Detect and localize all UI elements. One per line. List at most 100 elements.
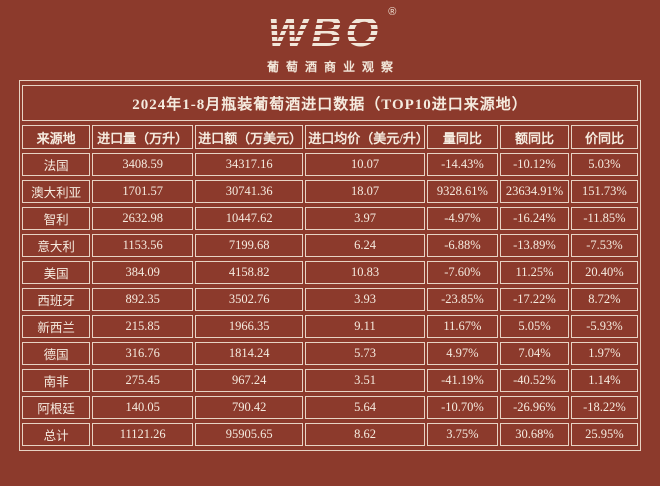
table-row: 德国 316.76 1814.24 5.73 4.97% 7.04% 1.97% <box>22 342 638 365</box>
data-cell: 10447.62 <box>195 207 304 230</box>
table-row: 新西兰 215.85 1966.35 9.11 11.67% 5.05% -5.93% <box>22 315 638 338</box>
row-label-cell: 西班牙 <box>22 288 91 311</box>
data-cell: -18.22% <box>570 396 638 419</box>
data-cell: 10.07 <box>305 153 425 176</box>
data-cell: 8.72% <box>570 288 638 311</box>
data-cell: 20.40% <box>570 261 638 284</box>
table-row: 总计 11121.26 95905.65 8.62 3.75% 30.68% 25.95% <box>22 423 638 446</box>
data-cell: 384.09 <box>92 261 194 284</box>
row-label-cell: 澳大利亚 <box>22 180 91 203</box>
data-cell: 790.42 <box>195 396 304 419</box>
data-cell: 3.75% <box>426 423 499 446</box>
registered-trademark-icon: ® <box>388 6 397 18</box>
table-row: 智利 2632.98 10447.62 3.97 -4.97% -16.24% -11.85… <box>22 207 638 230</box>
data-cell: 34317.16 <box>195 153 304 176</box>
data-cell: 11.67% <box>426 315 499 338</box>
data-cell: 11121.26 <box>92 423 194 446</box>
data-cell: -26.96% <box>500 396 569 419</box>
column-header-3: 进口均价（美元/升） <box>305 125 425 149</box>
data-cell: 5.03% <box>570 153 638 176</box>
data-cell: 4.97% <box>426 342 499 365</box>
data-cell: -16.24% <box>500 207 569 230</box>
data-cell: 7199.68 <box>195 234 304 257</box>
column-header-0: 来源地 <box>22 125 91 149</box>
data-cell: 316.76 <box>92 342 194 365</box>
row-label-cell: 德国 <box>22 342 91 365</box>
row-label-cell: 法国 <box>22 153 91 176</box>
table-row: 西班牙 892.35 3502.76 3.93 -23.85% -17.22% 8.72% <box>22 288 638 311</box>
data-cell: 2632.98 <box>92 207 194 230</box>
data-cell: 30741.36 <box>195 180 304 203</box>
brand-logo: WBO ® 葡萄酒商业观察 <box>0 0 660 80</box>
data-cell: -13.89% <box>500 234 569 257</box>
data-cell: 11.25% <box>500 261 569 284</box>
data-cell: 1153.56 <box>92 234 194 257</box>
data-cell: -7.53% <box>570 234 638 257</box>
data-cell: 3.93 <box>305 288 425 311</box>
data-cell: 215.85 <box>92 315 194 338</box>
data-cell: 7.04% <box>500 342 569 365</box>
table-row: 澳大利亚 1701.57 30741.36 18.07 9328.61% 23634.91… <box>22 180 638 203</box>
table-row: 阿根廷 140.05 790.42 5.64 -10.70% -26.96% -18.22% <box>22 396 638 419</box>
data-cell: 1814.24 <box>195 342 304 365</box>
row-label-cell: 美国 <box>22 261 91 284</box>
data-cell: 4158.82 <box>195 261 304 284</box>
data-cell: 5.05% <box>500 315 569 338</box>
column-header-2: 进口额（万美元） <box>195 125 304 149</box>
data-cell: 3.97 <box>305 207 425 230</box>
data-cell: 23634.91% <box>500 180 569 203</box>
data-cell: 25.95% <box>570 423 638 446</box>
data-cell: 3408.59 <box>92 153 194 176</box>
data-cell: -40.52% <box>500 369 569 392</box>
data-cell: 95905.65 <box>195 423 304 446</box>
row-label-cell: 智利 <box>22 207 91 230</box>
data-cell: 10.83 <box>305 261 425 284</box>
data-cell: 967.24 <box>195 369 304 392</box>
data-cell: 18.07 <box>305 180 425 203</box>
data-cell: 892.35 <box>92 288 194 311</box>
table-row: 美国 384.09 4158.82 10.83 -7.60% 11.25% 20.40% <box>22 261 638 284</box>
data-cell: -11.85% <box>570 207 638 230</box>
wbo-logo-text: WBO <box>267 8 383 55</box>
column-header-5: 额同比 <box>500 125 569 149</box>
data-cell: -14.43% <box>426 153 499 176</box>
data-cell: 3502.76 <box>195 288 304 311</box>
data-cell: 140.05 <box>92 396 194 419</box>
data-cell: -23.85% <box>426 288 499 311</box>
table-header-row: 来源地 进口量（万升） 进口额（万美元） 进口均价（美元/升） 量同比 额同比 价同比 <box>22 125 638 149</box>
table-title-row: 2024年1-8月瓶装葡萄酒进口数据（TOP10进口来源地） <box>22 85 638 121</box>
data-cell: -17.22% <box>500 288 569 311</box>
data-cell: 3.51 <box>305 369 425 392</box>
row-label-cell: 意大利 <box>22 234 91 257</box>
data-cell: 5.64 <box>305 396 425 419</box>
data-cell: 1.97% <box>570 342 638 365</box>
data-cell: 9.11 <box>305 315 425 338</box>
data-cell: 8.62 <box>305 423 425 446</box>
data-cell: -10.12% <box>500 153 569 176</box>
logo-subtitle: 葡萄酒商业观察 <box>266 60 400 74</box>
wine-import-data-table: 2024年1-8月瓶装葡萄酒进口数据（TOP10进口来源地） 来源地 进口量（万升… <box>19 80 641 451</box>
data-cell: -5.93% <box>570 315 638 338</box>
data-cell: 275.45 <box>92 369 194 392</box>
column-header-6: 价同比 <box>570 125 638 149</box>
table-container: 2024年1-8月瓶装葡萄酒进口数据（TOP10进口来源地） 来源地 进口量（万升… <box>19 80 641 451</box>
data-cell: -10.70% <box>426 396 499 419</box>
data-cell: 1.14% <box>570 369 638 392</box>
column-header-4: 量同比 <box>426 125 499 149</box>
table-row: 法国 3408.59 34317.16 10.07 -14.43% -10.12% 5.03… <box>22 153 638 176</box>
data-cell: 151.73% <box>570 180 638 203</box>
data-cell: 1701.57 <box>92 180 194 203</box>
data-cell: 9328.61% <box>426 180 499 203</box>
row-label-cell: 阿根廷 <box>22 396 91 419</box>
wbo-logo: WBO ® <box>263 7 396 55</box>
column-header-1: 进口量（万升） <box>92 125 194 149</box>
row-label-cell: 南非 <box>22 369 91 392</box>
table-row: 南非 275.45 967.24 3.51 -41.19% -40.52% 1.14% <box>22 369 638 392</box>
table-row: 意大利 1153.56 7199.68 6.24 -6.88% -13.89% -7.53% <box>22 234 638 257</box>
data-cell: -6.88% <box>426 234 499 257</box>
data-cell: -4.97% <box>426 207 499 230</box>
data-cell: -41.19% <box>426 369 499 392</box>
data-cell: 30.68% <box>500 423 569 446</box>
data-cell: 1966.35 <box>195 315 304 338</box>
